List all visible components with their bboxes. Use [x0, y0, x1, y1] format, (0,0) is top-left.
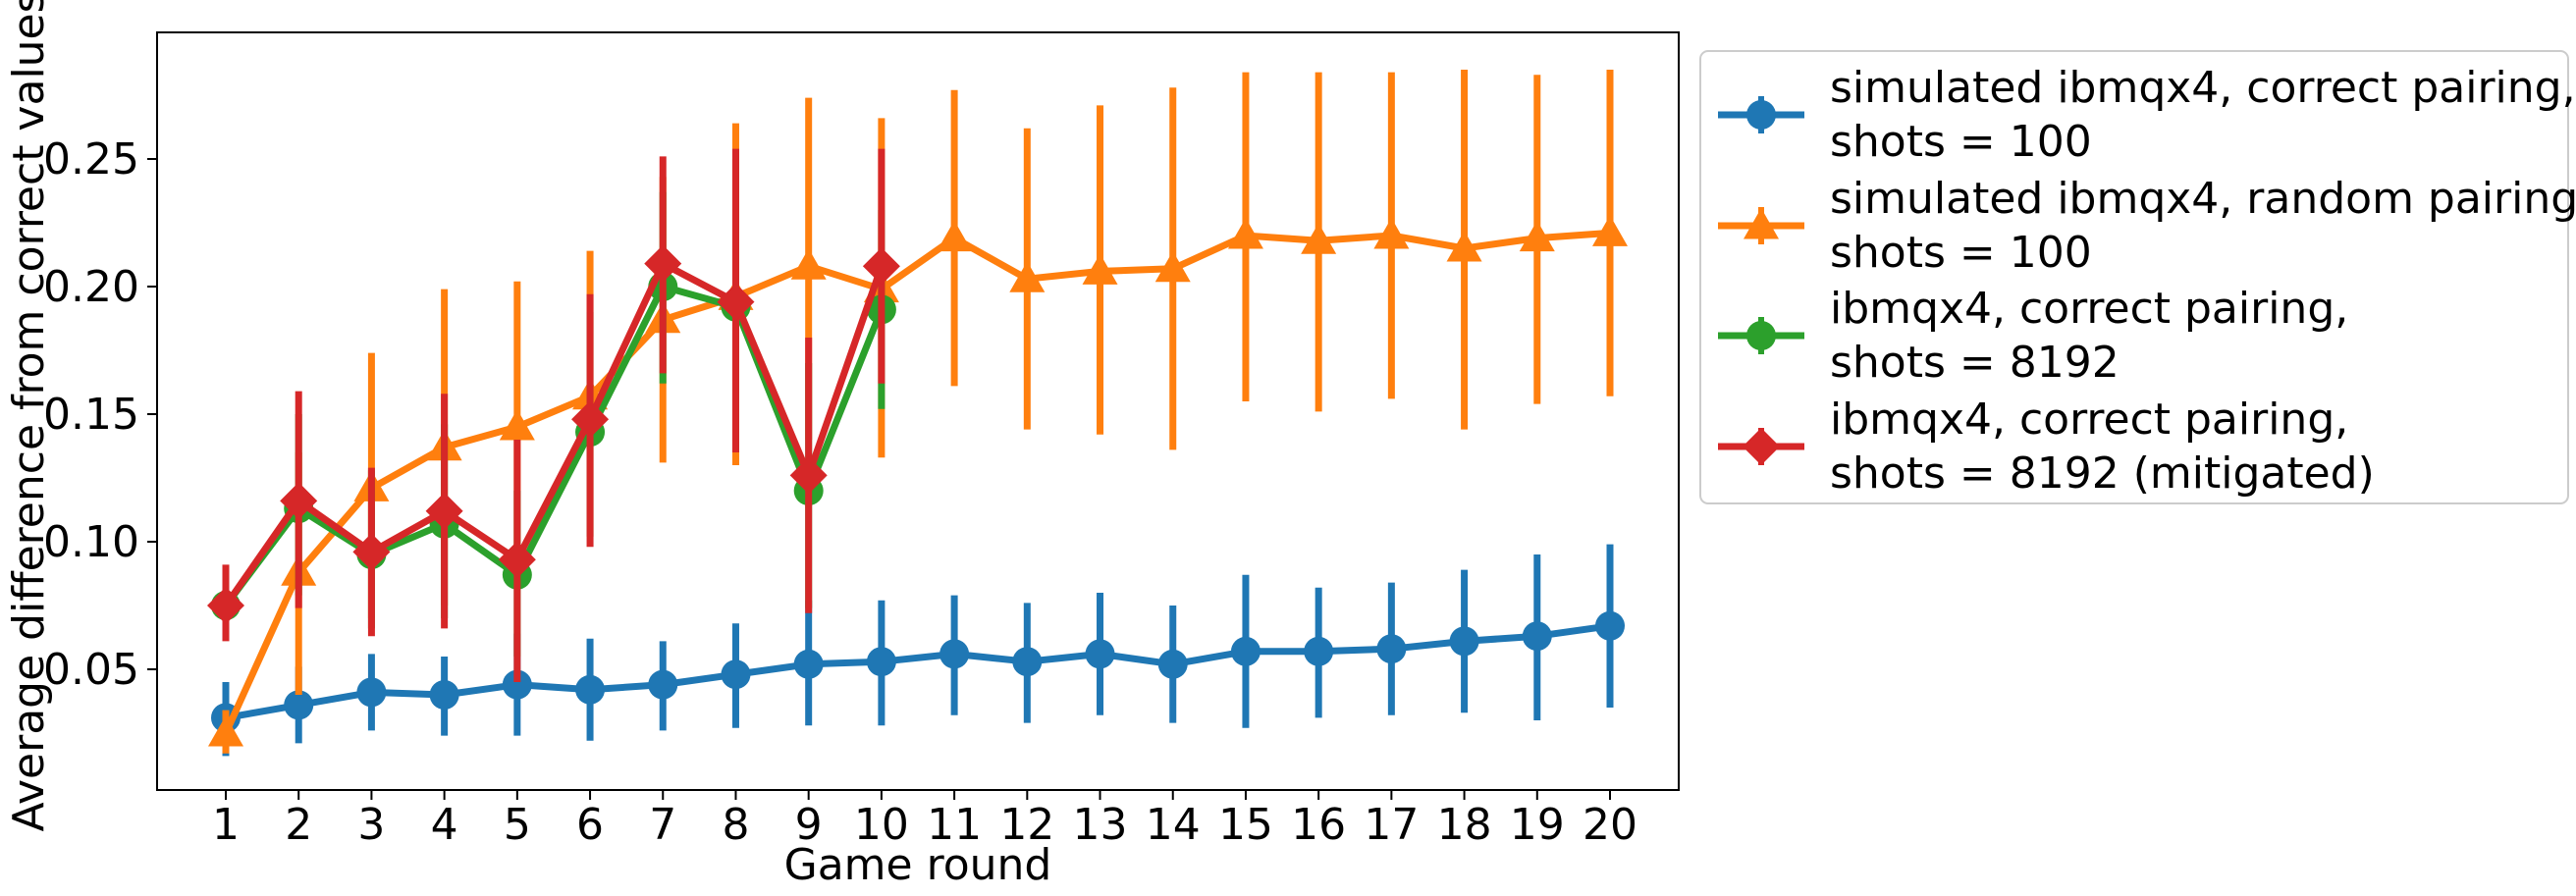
- x-tick-label: 13: [1073, 800, 1128, 850]
- series-2-point: [1154, 250, 1191, 283]
- x-tick-label: 20: [1583, 800, 1637, 850]
- series-2-point: [1082, 253, 1118, 285]
- series-1-point: [648, 669, 678, 700]
- plot-frame: [156, 31, 1680, 791]
- series-1-point: [721, 659, 751, 690]
- series-2-point: [1373, 218, 1410, 249]
- x-tick-label: 18: [1437, 800, 1492, 850]
- series-2-point: [208, 715, 243, 747]
- legend-entry-4: ibmqx4, correct pairing,shots = 8192 (mi…: [1718, 395, 2375, 499]
- x-tick-label: 4: [431, 800, 458, 850]
- series-1-point: [1376, 634, 1407, 664]
- legend-entry-1: simulated ibmqx4, correct pairing,shots …: [1718, 63, 2576, 167]
- series-3-line: [223, 283, 886, 608]
- x-tick-label: 17: [1364, 800, 1419, 850]
- series-4-point: [280, 482, 318, 520]
- legend-handle-marker: [1746, 321, 1776, 350]
- y-tick-label: 0.25: [43, 134, 139, 184]
- series-2-point: [1227, 218, 1263, 249]
- legend-label: ibmqx4, correct pairing,: [1830, 284, 2348, 334]
- y-tick-label: 0.20: [43, 262, 139, 312]
- legend-entry-2: simulated ibmqx4, random pairing,shots =…: [1718, 174, 2576, 278]
- legend-label: shots = 8192 (mitigated): [1830, 448, 2375, 499]
- series-1-point: [284, 690, 314, 720]
- series-1-point: [1304, 636, 1334, 666]
- y-tick-label: 0.05: [43, 645, 139, 695]
- series-4-point: [644, 244, 682, 283]
- series-1-point: [1085, 639, 1115, 669]
- x-tick-label: 15: [1218, 800, 1273, 850]
- legend-entry-3: ibmqx4, correct pairing,shots = 8192: [1718, 284, 2348, 388]
- series-1-point: [356, 677, 387, 708]
- x-tick-label: 1: [212, 800, 240, 850]
- x-tick-label: 5: [504, 800, 531, 850]
- series-2-point: [1592, 215, 1628, 246]
- legend-label: shots = 100: [1830, 117, 2092, 167]
- legend-label: simulated ibmqx4, random pairing,: [1830, 174, 2576, 224]
- series-1-point: [939, 639, 970, 669]
- y-axis: 0.05 0.10 0.15 0.20 0.25: [43, 134, 157, 695]
- series-2-point: [790, 248, 827, 280]
- series-2-point: [1301, 223, 1337, 254]
- x-tick-label: 6: [576, 800, 604, 850]
- series-2-point: [937, 220, 973, 252]
- x-tick-label: 12: [999, 800, 1054, 850]
- series-4-point: [717, 283, 755, 321]
- x-tick-label: 2: [285, 800, 312, 850]
- series-4: [207, 148, 900, 682]
- series-2-point: [499, 409, 535, 441]
- series-2-point: [1519, 220, 1555, 252]
- series-1-point: [1012, 647, 1043, 677]
- legend-label: shots = 100: [1830, 228, 2092, 278]
- legend-handle-marker: [1744, 208, 1779, 239]
- series-4-point: [425, 492, 463, 530]
- series-4-point: [207, 587, 244, 624]
- x-tick-label: 16: [1291, 800, 1346, 850]
- series-2-point: [1009, 261, 1046, 292]
- series-2-line: [222, 229, 1611, 735]
- series-1-point: [1595, 610, 1625, 641]
- x-tick-label: 8: [722, 800, 749, 850]
- series-4-point: [498, 541, 536, 579]
- legend-handle-marker: [1743, 428, 1780, 465]
- x-tick-label: 19: [1510, 800, 1565, 850]
- series-1-point: [502, 669, 532, 700]
- series-1-point: [575, 674, 606, 705]
- legend-label: simulated ibmqx4, correct pairing,: [1830, 63, 2576, 113]
- x-tick-label: 11: [927, 800, 982, 850]
- series-1-point: [866, 647, 896, 677]
- legend-label: shots = 8192: [1830, 338, 2120, 388]
- series-2-point: [1446, 231, 1482, 262]
- series-4-point: [862, 247, 900, 286]
- series-1-point: [1157, 649, 1188, 679]
- series-4-line: [223, 260, 886, 607]
- legend-handle-marker: [1746, 100, 1776, 130]
- series-4-point: [789, 456, 828, 495]
- series-1: [211, 544, 1625, 757]
- legend: simulated ibmqx4, correct pairing,shots …: [1699, 50, 2576, 504]
- series-layer: [207, 70, 1628, 757]
- x-axis: 1 2 3 4 5 6 7 8 9 10 11 12 13 14 15 16 17 18 19 20: [212, 790, 1637, 850]
- series-1-point: [1522, 621, 1552, 652]
- series-1-point: [1449, 626, 1479, 657]
- series-4-point: [352, 533, 391, 571]
- legend-frame: [1699, 50, 2569, 504]
- y-tick-label: 0.10: [43, 517, 139, 567]
- x-tick-label: 3: [357, 800, 385, 850]
- series-1-point: [793, 649, 824, 679]
- x-tick-label: 14: [1146, 800, 1201, 850]
- x-tick-label: 7: [649, 800, 676, 850]
- y-tick-label: 0.15: [43, 390, 139, 440]
- series-1-point: [1230, 636, 1261, 666]
- series-1-point: [429, 680, 459, 710]
- y-axis-label: Average difference from correct values: [4, 0, 54, 832]
- x-tick-label: 10: [854, 800, 909, 850]
- series-4-point: [571, 400, 610, 439]
- x-tick-label: 9: [795, 800, 823, 850]
- x-axis-label: Game round: [784, 840, 1052, 890]
- legend-label: ibmqx4, correct pairing,: [1830, 395, 2348, 445]
